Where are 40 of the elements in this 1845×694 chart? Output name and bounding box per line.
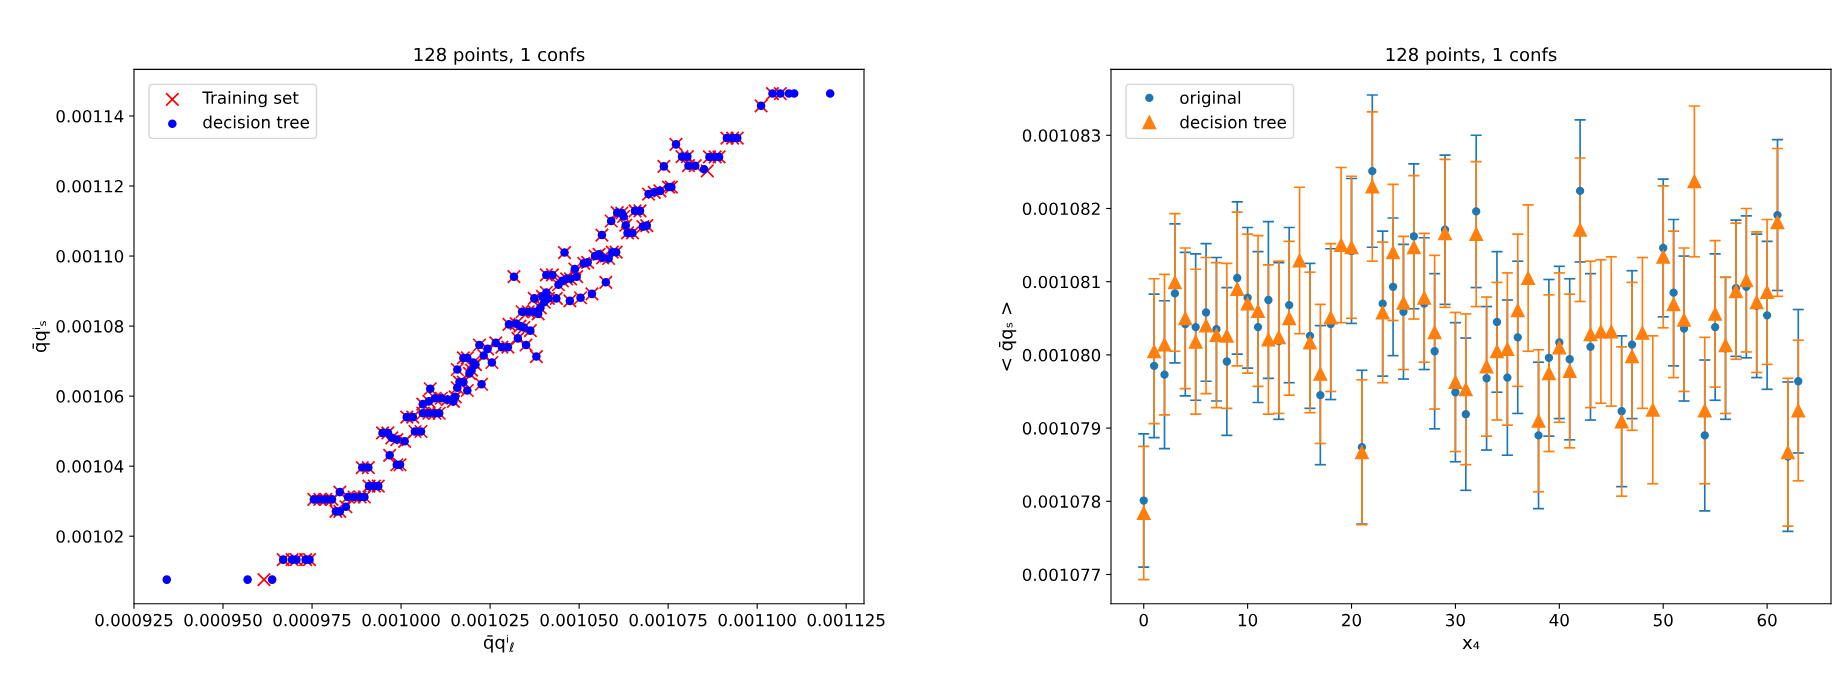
x-tick-label: 0.000975 [273,613,351,627]
x-tick-label: 0.001000 [362,613,440,627]
y-tick-label: 0.001080 [1022,348,1101,362]
y-tick-label: 0.00114 [56,109,124,123]
chart-title: 128 points, 1 confs [414,47,585,65]
y-tick-label: 0.00112 [56,179,123,193]
x-tick-label: 0.001100 [718,613,796,627]
x-tick-label: 0.000925 [95,613,173,627]
x-tick-label: 20 [1342,613,1362,627]
legend-label: decision tree [1180,115,1286,129]
y-tick-label: 0.00106 [56,390,124,403]
y-tick-label: 0.00104 [56,460,124,473]
x-axis-title: q̄qⁱ$_{ℓ}$ [483,635,514,653]
y-tick-label: 0.00102 [56,530,123,543]
chart-title: 128 points, 1 confs [1386,47,1557,65]
y-axis-title: < q̄qₛ > [998,302,1017,371]
x-tick-label: 0.001075 [629,613,707,627]
x-tick-label: 0.001025 [451,613,529,627]
y-tick-label: 0.001078 [1022,495,1101,508]
y-tick-label: 0.001081 [1022,275,1100,289]
x-tick-label: 40 [1549,613,1569,627]
x-tick-label: 50 [1653,613,1673,627]
x-tick-label: 30 [1446,613,1465,627]
y-tick-label: 0.001083 [1022,129,1100,142]
x-tick-label: 0 [1139,613,1148,627]
y-tick-label: 0.001082 [1022,202,1100,216]
legend-label: original [1180,91,1241,108]
y-tick-label: 0.001079 [1022,422,1101,435]
x-tick-label: 0.001125 [807,613,885,627]
x-tick-label: 10 [1238,613,1258,627]
x-axis-title: x₄ [1462,639,1480,649]
x-tick-label: 0.001050 [540,613,618,627]
legend-label: Training set [202,91,299,108]
legend-label: decision tree [203,115,309,129]
y-tick-label: 0.001077 [1022,568,1100,582]
y-axis-title: q̄qⁱₛ [32,321,50,353]
y-tick-label: 0.00108 [56,320,124,333]
y-tick-label: 0.00110 [56,250,124,263]
x-tick-label: 0.000950 [184,613,262,627]
x-tick-label: 60 [1757,613,1777,627]
